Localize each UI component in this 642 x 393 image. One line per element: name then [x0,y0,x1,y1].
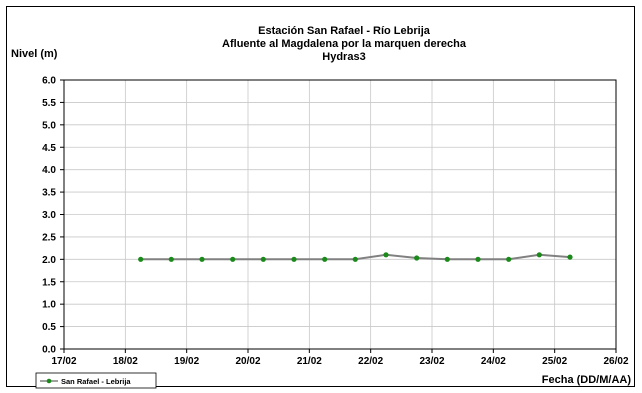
x-tick-label: 18/02 [113,356,138,367]
legend: San Rafael - Lebrija [35,372,157,389]
chart-title-line-2: Afluente al Magdalena por la marquen der… [222,38,467,50]
data-point [322,256,328,262]
y-tick-label: 6.0 [42,76,56,87]
y-tick-label: 0.0 [42,345,56,356]
data-point [506,256,512,262]
y-tick-label: 3.0 [42,210,56,221]
x-axis-label: Fecha (DD/M/AA) [542,374,632,386]
y-axis-ticks: 0.0 0.5 1.0 1.5 2.0 2.5 3.0 3.5 4.0 4.5 5.0 5.5 6.0 [42,76,64,356]
data-point [414,255,420,261]
y-tick-label: 4.5 [42,143,56,154]
y-tick-label: 2.0 [42,255,56,266]
y-tick-label: 5.5 [42,98,56,109]
data-point [352,256,358,262]
y-tick-label: 1.5 [42,277,56,288]
y-axis-label: Nivel (m) [11,48,58,60]
x-tick-label: 22/02 [358,356,383,367]
plot-area [63,79,617,350]
data-point [444,256,450,262]
data-point [536,252,542,258]
series-san-rafael-lebrija [138,252,573,262]
x-tick-label: 19/02 [174,356,199,367]
y-tick-label: 3.5 [42,188,56,199]
x-tick-label: 25/02 [542,356,567,367]
data-point [199,256,205,262]
y-tick-label: 0.5 [42,322,56,333]
legend-box [35,372,157,389]
data-point [260,256,266,262]
data-point [138,256,144,262]
x-tick-label: 17/02 [51,356,76,367]
x-tick-label: 20/02 [235,356,260,367]
x-tick-label: 26/02 [603,356,628,367]
data-point [230,256,236,262]
data-point [291,256,297,262]
data-point [567,254,573,260]
x-tick-label: 23/02 [419,356,444,367]
y-tick-label: 4.0 [42,165,56,176]
legend-swatch-marker [46,378,52,384]
legend-entry-label: San Rafael - Lebrija [61,377,131,386]
y-tick-label: 2.5 [42,232,56,243]
chart-title-line-1: Estación San Rafael - Río Lebrija [258,25,431,37]
y-tick-label: 5.0 [42,120,56,131]
x-tick-label: 21/02 [297,356,322,367]
chart-title-line-3: Hydras3 [322,51,365,63]
data-point [168,256,174,262]
grid [63,79,617,350]
x-axis-ticks: 17/02 18/02 19/02 20/02 21/02 22/02 23/02 24/02… [51,349,629,367]
data-point [475,256,481,262]
y-tick-label: 1.0 [42,300,56,311]
data-point [383,252,389,258]
chart-frame [6,6,635,387]
x-tick-label: 24/02 [481,356,506,367]
